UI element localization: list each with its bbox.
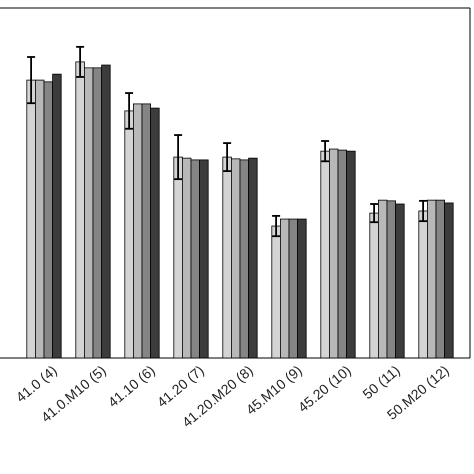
bar [377, 199, 388, 359]
bar [444, 202, 454, 359]
bar [288, 218, 299, 359]
bar [418, 210, 428, 359]
bar [173, 156, 183, 359]
bar [248, 157, 258, 359]
bar [435, 199, 446, 359]
bar [222, 156, 232, 359]
x-tick-label: 50 (11) [359, 362, 402, 402]
bar [426, 199, 437, 359]
bar [35, 79, 45, 359]
bar [190, 159, 201, 359]
error-bar [76, 45, 85, 78]
bar [43, 81, 54, 359]
bar [337, 149, 348, 359]
bar [124, 110, 134, 359]
error-bar [321, 140, 330, 163]
bar [84, 67, 94, 359]
error-bar [370, 203, 379, 224]
bar [75, 61, 85, 359]
error-bar [174, 134, 183, 181]
bar [279, 218, 290, 359]
bar [150, 107, 160, 359]
bar [199, 159, 209, 359]
bar [101, 64, 111, 359]
bar [181, 157, 192, 359]
bar [395, 203, 405, 359]
error-bar [125, 92, 134, 130]
x-tick-label: 45.20 (10) [295, 362, 354, 415]
bar [92, 67, 103, 359]
bar [328, 148, 339, 359]
x-tick-label: 41.0 (4) [13, 362, 60, 405]
bar [386, 200, 397, 359]
error-bar [27, 56, 36, 105]
bar [141, 103, 152, 359]
bar [271, 225, 281, 359]
error-bar [419, 199, 428, 223]
bar [320, 150, 330, 359]
x-tick-label: 41.10 (6) [105, 362, 158, 410]
bar [52, 73, 62, 359]
bar [132, 103, 143, 359]
bar [26, 79, 36, 359]
bar [297, 218, 307, 359]
error-bar [223, 142, 232, 173]
bar [239, 159, 250, 359]
bar [230, 158, 241, 359]
bar [346, 150, 356, 359]
bar [369, 212, 379, 359]
error-bar [272, 214, 281, 238]
